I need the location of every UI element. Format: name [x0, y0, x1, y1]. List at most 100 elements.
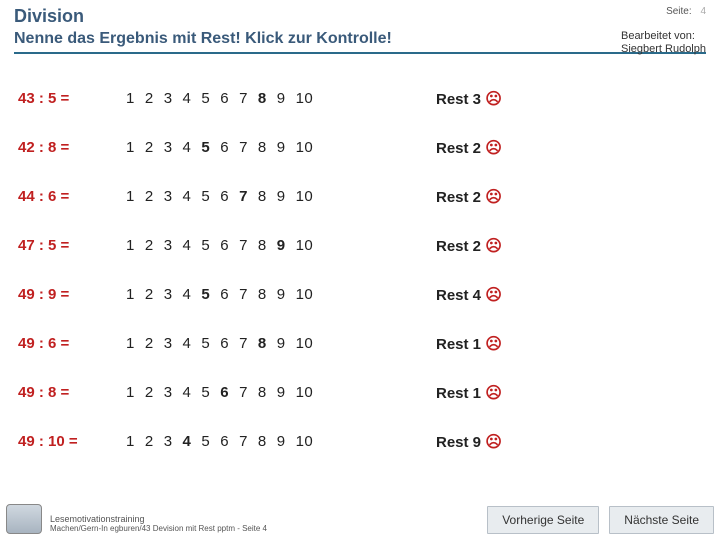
- number-choice[interactable]: 6: [220, 237, 229, 254]
- number-choice[interactable]: 9: [277, 90, 286, 107]
- number-choice[interactable]: 2: [145, 237, 154, 254]
- number-choice[interactable]: 4: [183, 139, 192, 156]
- number-choice[interactable]: 3: [164, 433, 173, 450]
- problem-expression: 43 : 5 =: [18, 90, 126, 107]
- number-choice[interactable]: 4: [183, 90, 192, 107]
- number-choices: 123456789 10: [126, 286, 436, 303]
- number-choice[interactable]: 8: [258, 237, 267, 254]
- number-choice[interactable]: 10: [296, 286, 314, 303]
- number-choice[interactable]: 7: [239, 237, 248, 254]
- number-choice[interactable]: 3: [164, 384, 173, 401]
- number-choice[interactable]: 8: [258, 139, 267, 156]
- problems-table: 43 : 5 =12345678910Rest 3 ☹42 : 8 =12345…: [0, 56, 720, 466]
- problem-row: 43 : 5 =123456789 10 Rest 3 ☹: [18, 74, 706, 123]
- number-choice[interactable]: 5: [201, 139, 210, 156]
- number-choice[interactable]: 10: [296, 433, 314, 450]
- number-choice[interactable]: 1: [126, 139, 135, 156]
- number-choice[interactable]: 1: [126, 188, 135, 205]
- number-choice[interactable]: 6: [220, 139, 229, 156]
- number-choice[interactable]: 8: [258, 335, 267, 352]
- number-choice[interactable]: 6: [220, 335, 229, 352]
- number-choice[interactable]: 5: [201, 433, 210, 450]
- number-choice[interactable]: 9: [277, 384, 286, 401]
- number-choice[interactable]: 4: [183, 188, 192, 205]
- number-choice[interactable]: 2: [145, 139, 154, 156]
- number-choice[interactable]: 3: [164, 90, 173, 107]
- number-choice[interactable]: 5: [201, 286, 210, 303]
- number-choice[interactable]: 5: [201, 188, 210, 205]
- number-choice[interactable]: 6: [220, 90, 229, 107]
- number-choice[interactable]: 9: [277, 139, 286, 156]
- problem-row: 49 : 9 =12345678910Rest 4 ☹: [18, 270, 706, 319]
- number-choice[interactable]: 7: [239, 384, 248, 401]
- number-choice[interactable]: 9: [277, 237, 286, 254]
- number-choice[interactable]: 10: [296, 335, 314, 352]
- number-choice[interactable]: 2: [145, 384, 154, 401]
- number-choice[interactable]: 2: [145, 335, 154, 352]
- number-choice[interactable]: 3: [164, 286, 173, 303]
- number-choice[interactable]: 5: [201, 237, 210, 254]
- page-label: Seite:: [666, 6, 692, 17]
- number-choice[interactable]: 10: [296, 188, 314, 205]
- number-choice[interactable]: 3: [164, 188, 173, 205]
- page-number: 4: [700, 6, 706, 17]
- number-choice[interactable]: 6: [220, 188, 229, 205]
- number-choice[interactable]: 1: [126, 237, 135, 254]
- sad-icon: ☹: [485, 140, 502, 157]
- number-choice[interactable]: 10: [296, 384, 314, 401]
- number-choice[interactable]: 1: [126, 90, 135, 107]
- rest-label: Rest 2 ☹: [436, 138, 556, 158]
- number-choice[interactable]: 1: [126, 384, 135, 401]
- number-choice[interactable]: 9: [277, 335, 286, 352]
- number-choice[interactable]: 9: [277, 286, 286, 303]
- prev-page-button[interactable]: Vorherige Seite: [487, 506, 599, 534]
- number-choice[interactable]: 10: [296, 90, 314, 107]
- number-choice[interactable]: 2: [145, 90, 154, 107]
- number-choice[interactable]: 8: [258, 90, 267, 107]
- number-choice[interactable]: 10: [296, 139, 314, 156]
- number-choice[interactable]: 6: [220, 286, 229, 303]
- number-choice[interactable]: 5: [201, 90, 210, 107]
- number-choice[interactable]: 3: [164, 139, 173, 156]
- number-choice[interactable]: 7: [239, 139, 248, 156]
- number-choice[interactable]: 1: [126, 433, 135, 450]
- sad-icon: ☹: [485, 91, 502, 108]
- number-choice[interactable]: 4: [183, 384, 192, 401]
- number-choice[interactable]: 8: [258, 286, 267, 303]
- number-choice[interactable]: 5: [201, 384, 210, 401]
- sad-icon: ☹: [485, 189, 502, 206]
- number-choice[interactable]: 9: [277, 433, 286, 450]
- number-choice[interactable]: 2: [145, 286, 154, 303]
- number-choice[interactable]: 8: [258, 188, 267, 205]
- number-choice[interactable]: 4: [183, 286, 192, 303]
- problem-row: 44 : 6 =12345678910Rest 2 ☹: [18, 172, 706, 221]
- number-choice[interactable]: 1: [126, 335, 135, 352]
- rest-label: Rest 3 ☹: [436, 89, 556, 109]
- number-choice[interactable]: 1: [126, 286, 135, 303]
- number-choice[interactable]: 7: [239, 335, 248, 352]
- number-choice[interactable]: 4: [183, 433, 192, 450]
- number-choice[interactable]: 3: [164, 335, 173, 352]
- number-choice[interactable]: 6: [220, 433, 229, 450]
- number-choices: 123456789 10: [126, 90, 436, 107]
- number-choice[interactable]: 7: [239, 433, 248, 450]
- number-choice[interactable]: 7: [239, 90, 248, 107]
- number-choice[interactable]: 3: [164, 237, 173, 254]
- number-choice[interactable]: 5: [201, 335, 210, 352]
- number-choice[interactable]: 4: [183, 335, 192, 352]
- sad-icon: ☹: [485, 434, 502, 451]
- author-info: Bearbeitet von: Siegbert Rudolph: [621, 30, 706, 56]
- number-choice[interactable]: 6: [220, 384, 229, 401]
- next-page-button[interactable]: Nächste Seite: [609, 506, 714, 534]
- number-choice[interactable]: 10: [296, 237, 314, 254]
- number-choice[interactable]: 8: [258, 384, 267, 401]
- number-choice[interactable]: 4: [183, 237, 192, 254]
- number-choice[interactable]: 8: [258, 433, 267, 450]
- number-choice[interactable]: 7: [239, 286, 248, 303]
- number-choice[interactable]: 9: [277, 188, 286, 205]
- rest-label: Rest 4 ☹: [436, 285, 556, 305]
- number-choice[interactable]: 2: [145, 433, 154, 450]
- number-choice[interactable]: 2: [145, 188, 154, 205]
- number-choice[interactable]: 7: [239, 188, 248, 205]
- problem-row: 49 : 8 =12345678910Rest 1 ☹: [18, 368, 706, 417]
